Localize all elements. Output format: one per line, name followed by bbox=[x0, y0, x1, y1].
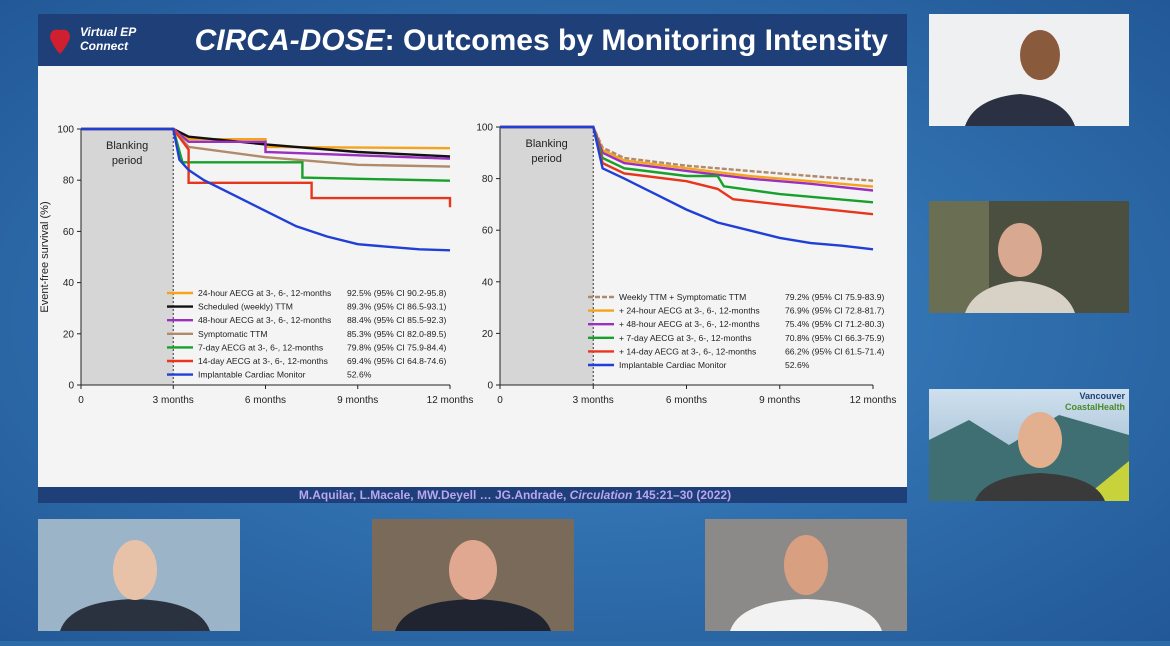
x-tick-label: 0 bbox=[497, 395, 503, 406]
person bbox=[965, 94, 1075, 126]
x-tick-label: 9 months bbox=[337, 395, 378, 406]
blanking-label: period bbox=[531, 153, 562, 165]
survival-curve bbox=[500, 125, 874, 182]
charts: Blanking period 0 20 40 60 80 100 0 3 months 6 mon… bbox=[39, 123, 896, 407]
legend-summary: 66.2% (95% CI 61.5-71.4) bbox=[785, 346, 884, 356]
person bbox=[965, 281, 1075, 313]
blanking-label: period bbox=[112, 155, 143, 167]
person bbox=[730, 599, 882, 631]
sponsor-logo: Vancouver bbox=[1079, 391, 1125, 401]
legend-label: 48-hour AECG at 3-, 6-, 12-months bbox=[198, 315, 331, 325]
legend-label: + 24-hour AECG at 3-, 6-, 12-months bbox=[619, 306, 760, 316]
slide bbox=[38, 14, 907, 503]
legend-summary: 85.3% (95% CI 82.0-89.5) bbox=[347, 329, 446, 339]
x-tick-label: 0 bbox=[78, 395, 84, 406]
person bbox=[395, 599, 551, 631]
y-tick-label: 40 bbox=[63, 278, 75, 289]
legend-summary: 75.4% (95% CI 71.2-80.3) bbox=[785, 319, 884, 329]
blanking-area bbox=[500, 127, 594, 385]
legend-label: 14-day AECG at 3-, 6-, 12-months bbox=[198, 356, 328, 366]
citation-journal: Circulation bbox=[570, 488, 633, 502]
person bbox=[975, 473, 1105, 501]
legend-label: Weekly TTM + Symptomatic TTM bbox=[619, 292, 746, 302]
y-axis-label: Event-free survival (%) bbox=[39, 201, 51, 312]
person bbox=[784, 535, 828, 595]
x-tick-label: 3 months bbox=[153, 395, 194, 406]
legend-label: Implantable Cardiac Monitor bbox=[198, 370, 306, 380]
citation-bar bbox=[38, 487, 907, 503]
slide-title: CIRCA-DOSE: Outcomes by Monitoring Inten… bbox=[195, 24, 889, 57]
person bbox=[449, 540, 497, 600]
legend-summary: 52.6% bbox=[347, 370, 372, 380]
logo-heart bbox=[50, 29, 70, 54]
person bbox=[113, 540, 157, 600]
title-rest: : Outcomes by Monitoring Intensity bbox=[385, 24, 889, 57]
video-tiles: Vancouver CoastalHealth bbox=[38, 14, 1129, 631]
person bbox=[1018, 412, 1062, 468]
citation-ref: 145:21–30 (2022) bbox=[632, 488, 731, 502]
logo-text: Virtual EP bbox=[80, 25, 137, 39]
slide-header bbox=[38, 14, 907, 66]
citation-authors: M.Aquilar, L.Macale, MW.Deyell … JG.Andr… bbox=[299, 488, 570, 502]
y-tick-label: 60 bbox=[63, 227, 75, 238]
legend-label: 7-day AECG at 3-, 6-, 12-months bbox=[198, 342, 323, 352]
y-tick-label: 100 bbox=[476, 123, 493, 134]
blanking-label: Blanking bbox=[526, 138, 568, 150]
legend-summary: 89.3% (95% CI 86.5-93.1) bbox=[347, 302, 446, 312]
legend-label: + 48-hour AECG at 3-, 6-, 12-months bbox=[619, 319, 760, 329]
y-tick-label: 0 bbox=[68, 381, 74, 392]
y-tick-label: 60 bbox=[482, 226, 494, 237]
legend-label: + 14-day AECG at 3-, 6-, 12-months bbox=[619, 346, 756, 356]
person bbox=[998, 223, 1042, 277]
legend-label: + 7-day AECG at 3-, 6-, 12-months bbox=[619, 333, 752, 343]
legend-label: Scheduled (weekly) TTM bbox=[198, 302, 293, 312]
legend-summary: 92.5% (95% CI 90.2-95.8) bbox=[347, 288, 446, 298]
survival-curve bbox=[81, 127, 451, 252]
survival-curve bbox=[81, 127, 452, 208]
x-tick-label: 12 months bbox=[427, 395, 474, 406]
blanking-area bbox=[81, 129, 174, 385]
legend-label: Implantable Cardiac Monitor bbox=[619, 360, 727, 370]
legend-summary: 88.4% (95% CI 85.5-92.3) bbox=[347, 315, 446, 325]
y-tick-label: 80 bbox=[482, 174, 494, 185]
legend-summary: 52.6% bbox=[785, 360, 810, 370]
citation: M.Aquilar, L.Macale, MW.Deyell … JG.Andr… bbox=[299, 488, 731, 502]
logo-text: Connect bbox=[80, 39, 129, 53]
legend-summary: 76.9% (95% CI 72.8-81.7) bbox=[785, 306, 884, 316]
legend-label: Symptomatic TTM bbox=[198, 329, 268, 339]
y-tick-label: 20 bbox=[482, 329, 494, 340]
y-tick-label: 100 bbox=[57, 125, 74, 136]
person bbox=[1020, 30, 1060, 80]
x-tick-label: 6 months bbox=[666, 395, 707, 406]
legend-summary: 79.8% (95% CI 75.9-84.4) bbox=[347, 342, 446, 352]
y-tick-label: 40 bbox=[482, 277, 494, 288]
x-tick-label: 9 months bbox=[759, 395, 800, 406]
legend-summary: 79.2% (95% CI 75.9-83.9) bbox=[785, 292, 884, 302]
title-em: CIRCA-DOSE bbox=[195, 24, 386, 57]
x-tick-label: 6 months bbox=[245, 395, 286, 406]
x-tick-label: 3 months bbox=[573, 395, 614, 406]
legend-label: 24-hour AECG at 3-, 6-, 12-months bbox=[198, 288, 331, 298]
sponsor-logo: CoastalHealth bbox=[1065, 402, 1125, 412]
legend-summary: 70.8% (95% CI 66.3-75.9) bbox=[785, 333, 884, 343]
survival-curve bbox=[500, 125, 874, 251]
blanking-label: Blanking bbox=[106, 140, 148, 152]
y-tick-label: 80 bbox=[63, 176, 75, 187]
x-tick-label: 12 months bbox=[850, 395, 897, 406]
y-tick-label: 0 bbox=[487, 381, 493, 392]
y-tick-label: 20 bbox=[63, 329, 75, 340]
legend-summary: 69.4% (95% CI 64.8-74.6) bbox=[347, 356, 446, 366]
person bbox=[60, 599, 210, 631]
